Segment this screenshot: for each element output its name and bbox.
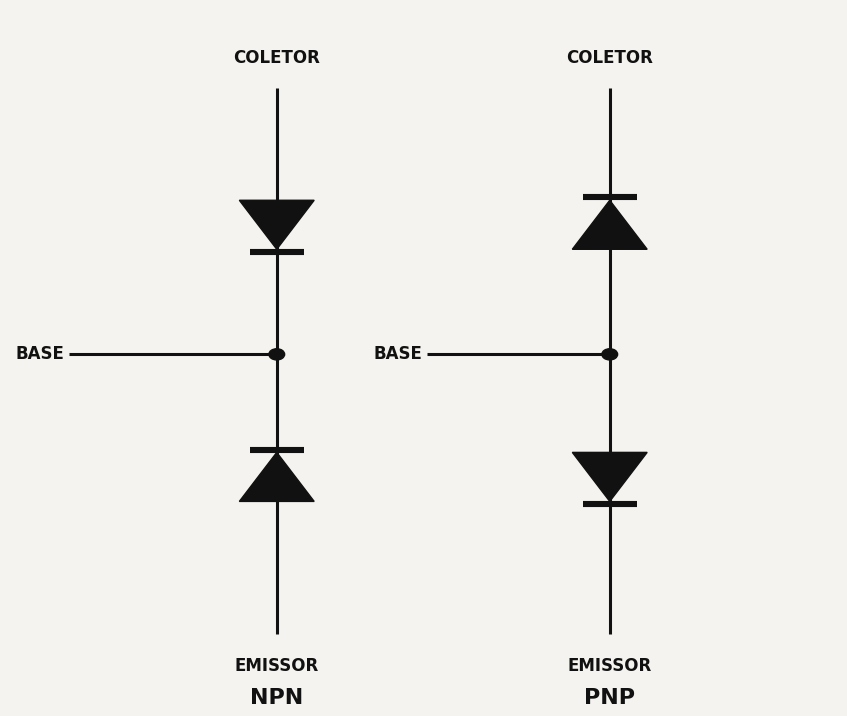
Polygon shape <box>573 453 647 501</box>
Polygon shape <box>573 200 647 249</box>
Text: NPN: NPN <box>250 688 303 708</box>
Text: BASE: BASE <box>374 345 423 363</box>
Polygon shape <box>240 453 314 501</box>
Text: EMISSOR: EMISSOR <box>235 657 318 675</box>
Ellipse shape <box>268 349 285 360</box>
Polygon shape <box>240 200 314 249</box>
Text: EMISSOR: EMISSOR <box>567 657 652 675</box>
Text: BASE: BASE <box>15 345 64 363</box>
Text: PNP: PNP <box>584 688 635 708</box>
Text: COLETOR: COLETOR <box>233 49 320 67</box>
Text: COLETOR: COLETOR <box>567 49 653 67</box>
Ellipse shape <box>602 349 617 360</box>
